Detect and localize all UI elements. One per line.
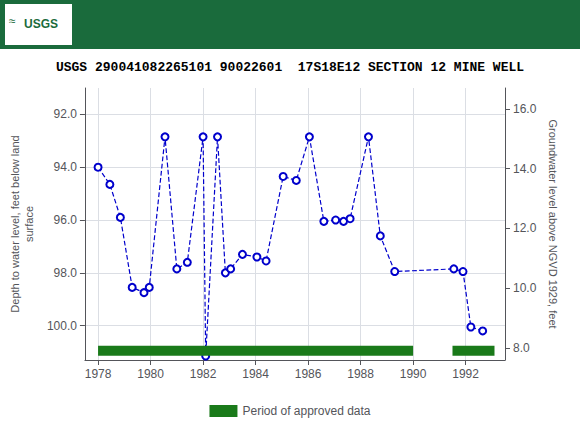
svg-text:96.0: 96.0 <box>54 213 78 227</box>
svg-text:Groundwater level above NGVD 1: Groundwater level above NGVD 1929, feet <box>547 119 559 328</box>
svg-text:8.0: 8.0 <box>513 341 530 355</box>
svg-text:92.0: 92.0 <box>54 107 78 121</box>
svg-text:1988: 1988 <box>347 367 374 381</box>
svg-text:14.0: 14.0 <box>513 162 537 176</box>
svg-text:surface: surface <box>23 206 35 242</box>
svg-text:94.0: 94.0 <box>54 160 78 174</box>
svg-text:1978: 1978 <box>85 367 112 381</box>
svg-text:10.0: 10.0 <box>513 281 537 295</box>
svg-text:Depth to water level, feet bel: Depth to water level, feet below land <box>9 135 21 312</box>
svg-text:1986: 1986 <box>295 367 322 381</box>
svg-text:Period of approved data: Period of approved data <box>242 404 370 418</box>
svg-text:1984: 1984 <box>242 367 269 381</box>
svg-text:1992: 1992 <box>452 367 479 381</box>
svg-text:USGS: USGS <box>24 17 58 31</box>
svg-text:USGS 290041082265101 90022601: USGS 290041082265101 90022601 17S18E12 S… <box>56 60 524 75</box>
svg-text:1990: 1990 <box>400 367 427 381</box>
svg-text:98.0: 98.0 <box>54 266 78 280</box>
svg-text:≈: ≈ <box>9 14 16 28</box>
svg-text:100.0: 100.0 <box>47 319 77 333</box>
svg-text:16.0: 16.0 <box>513 102 537 116</box>
svg-text:1982: 1982 <box>190 367 217 381</box>
svg-text:12.0: 12.0 <box>513 221 537 235</box>
svg-text:1980: 1980 <box>137 367 164 381</box>
